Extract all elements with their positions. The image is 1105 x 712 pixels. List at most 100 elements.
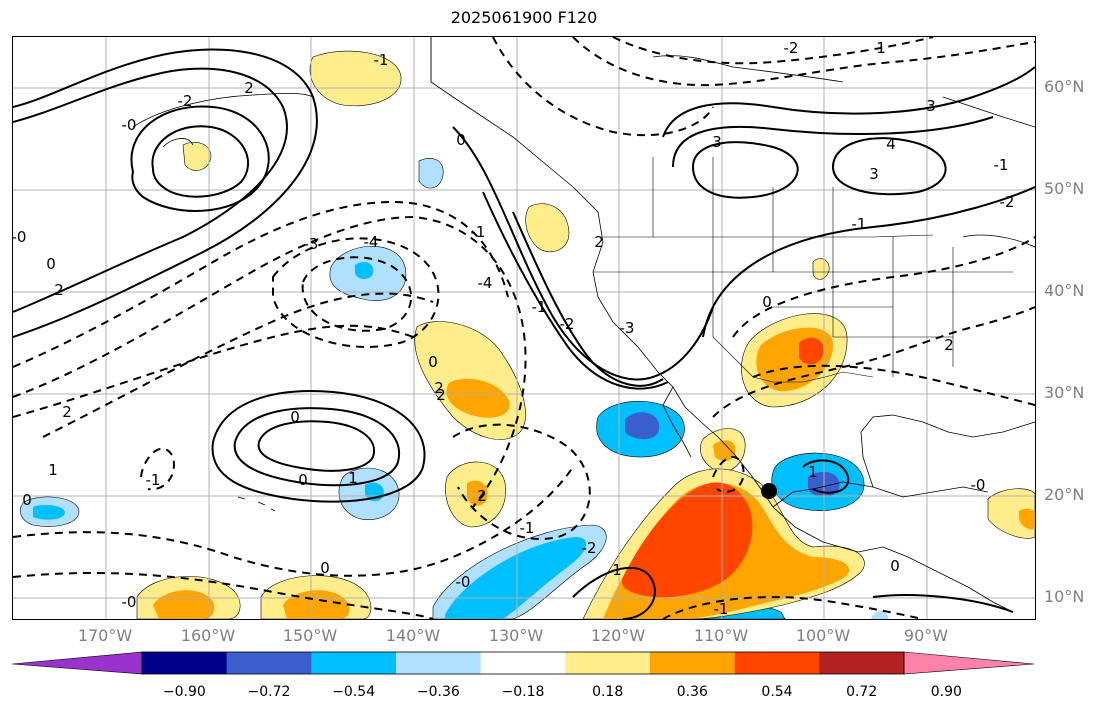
positive-anomaly-core <box>446 378 510 418</box>
longitude-label: 140°W <box>385 626 441 645</box>
colorbar-swatch <box>565 652 651 674</box>
negative-anomaly-core <box>33 505 65 520</box>
colorbar-tick-label: 0.36 <box>676 684 708 700</box>
colorbar-swatch <box>819 652 905 674</box>
contour-label: -1 <box>532 298 547 316</box>
contour-label: 0 <box>320 559 330 577</box>
negative-anomaly-patch <box>418 158 444 189</box>
colorbar-lower-extend <box>12 651 143 675</box>
latitude-label: 20°N <box>1044 485 1085 504</box>
colorbar-tick-label: −0.72 <box>247 684 291 700</box>
positive-anomaly-core <box>621 482 753 598</box>
location-marker <box>761 483 777 499</box>
contour-label: -1 <box>471 223 486 241</box>
longitude-label: 90°W <box>903 626 949 645</box>
positive-anomaly-patch <box>812 258 830 280</box>
negative-anomaly-patch <box>871 610 889 619</box>
longitude-label: 110°W <box>693 626 749 645</box>
map-panel: -1 -2 1 -4 -3 -0 2 3 4 3 0 -1 2 -3 -4 -2 -1 0 -0 -2 -1 2 0 0 1 -1… <box>12 36 1036 620</box>
contour-label: -1 <box>146 471 161 489</box>
contour-label: -2 <box>784 39 799 57</box>
contour-label: -0 <box>971 476 986 494</box>
contour-label: 1 <box>348 469 358 487</box>
contour-label: 2 <box>54 281 64 299</box>
longitude-label: 120°W <box>590 626 646 645</box>
contour-label: 0 <box>762 293 772 311</box>
negative-anomaly-core <box>625 412 660 440</box>
contour-label: -0 <box>456 573 471 591</box>
longitude-label: 130°W <box>488 626 544 645</box>
contour-label: -1 <box>994 156 1009 174</box>
contour-label: 2 <box>62 403 72 421</box>
colorbar-tick-label: 0.72 <box>846 684 878 700</box>
contour-label: 0 <box>456 131 466 149</box>
latitude-label: 50°N <box>1044 179 1085 198</box>
contour-label: -2 <box>1000 193 1015 211</box>
contour-label: -1 <box>852 215 867 233</box>
contour-label: 0 <box>290 408 300 426</box>
contour-label: -3 <box>620 319 635 337</box>
colorbar-swatch <box>480 652 566 674</box>
contour-label: -2 <box>560 315 575 333</box>
longitude-label: 150°W <box>282 626 338 645</box>
colorbar-tick-label: −0.54 <box>332 684 376 700</box>
longitude-label: 100°W <box>795 626 851 645</box>
contour-label: 3 <box>712 133 722 151</box>
positive-anomaly-core <box>467 480 488 506</box>
colorbar-outline <box>141 651 905 675</box>
contour-label: 0 <box>298 471 308 489</box>
contour-label: -2 <box>582 539 597 557</box>
contour-label: -2 <box>178 92 193 110</box>
lat-lon-grid <box>13 37 1035 619</box>
contour-label: -0 <box>122 593 137 611</box>
contour-label: 2 <box>434 379 444 397</box>
contour-label: 3 <box>926 97 936 115</box>
contour-label: -1 <box>374 51 389 69</box>
contour-label: -3 <box>304 235 319 253</box>
contour-label: 1 <box>876 39 886 57</box>
coastlines <box>132 37 1035 613</box>
colorbar-swatch <box>311 652 397 674</box>
contour-label: 2 <box>477 487 487 505</box>
positive-anomaly-patch <box>525 203 570 253</box>
contour-label: 2 <box>244 79 254 97</box>
contour-label: 1 <box>48 461 58 479</box>
colorbar-swatch <box>650 652 736 674</box>
longitude-label: 160°W <box>180 626 236 645</box>
contour-label: 0 <box>46 255 56 273</box>
colorbar-swatch <box>734 652 820 674</box>
colorbar-tick-label: −0.90 <box>162 684 206 700</box>
positive-anomaly-core <box>1019 508 1035 530</box>
colorbar-swatch <box>142 652 228 674</box>
positive-anomaly-core <box>153 590 215 619</box>
dashed-contour-lines <box>13 37 1035 619</box>
latitude-label: 40°N <box>1044 281 1085 300</box>
colorbar-tick-label: −0.18 <box>501 684 545 700</box>
contour-label: 1 <box>808 463 818 481</box>
contour-label: 1 <box>612 561 622 579</box>
positive-anomaly-core <box>283 590 350 619</box>
political-borders <box>430 37 1013 383</box>
latitude-label: 30°N <box>1044 383 1085 402</box>
contour-lines <box>13 48 1035 619</box>
colorbar-tick-label: 0.90 <box>930 684 962 700</box>
contour-label: 0 <box>428 353 438 371</box>
contour-label: -0 <box>13 228 26 246</box>
positive-anomaly-core <box>713 440 736 462</box>
positive-anomaly-patch <box>309 50 402 107</box>
contour-label: 4 <box>886 135 896 153</box>
contour-label: -0 <box>122 116 137 134</box>
contour-label: 0 <box>890 557 900 575</box>
contour-label: 2 <box>594 233 604 251</box>
latitude-label: 60°N <box>1044 77 1085 96</box>
contour-label: -1 <box>520 519 535 537</box>
contour-label: 2 <box>436 386 446 404</box>
positive-anomaly-patch <box>182 142 212 171</box>
colorbar-swatch <box>226 652 312 674</box>
contour-label: 2 <box>944 336 954 354</box>
contour-label: -1 <box>714 600 729 618</box>
contour-label: 3 <box>869 165 879 183</box>
contour-label: 0 <box>22 491 32 509</box>
